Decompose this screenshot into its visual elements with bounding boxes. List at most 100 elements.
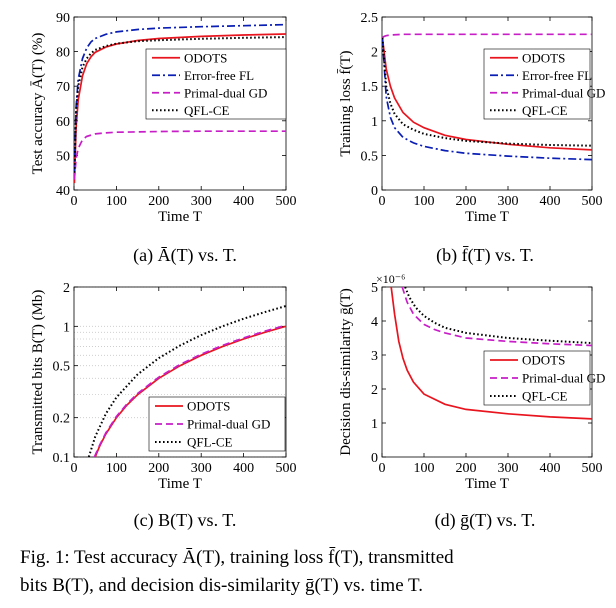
x-tick-label: 0	[71, 194, 78, 209]
legend-box	[483, 48, 591, 120]
legend-label: ODOTS	[184, 50, 227, 65]
legend-label: QFL-CE	[522, 103, 568, 118]
x-axis-label: Time T	[465, 476, 509, 492]
figure-caption-line-2: bits B(T), and decision dis-similarity g…	[20, 575, 423, 596]
series-line-odots	[390, 287, 592, 420]
subcaption-b: (b) f̄(T) vs. T.	[436, 245, 534, 265]
y-axis-label: Transmitted bits B(T) (Mb)	[30, 290, 46, 455]
y-tick-label: 2.5	[361, 11, 379, 26]
subcaption-d: (d) ḡ(T) vs. T.	[434, 510, 536, 530]
x-tick-label: 200	[148, 461, 169, 476]
series-line-qfl-ce	[382, 37, 592, 147]
y-tick-label: 1	[371, 417, 378, 432]
y-tick-label: 1.5	[361, 80, 379, 95]
y-axis-label: Decision dis-similarity ḡ(T)	[338, 288, 354, 455]
y-tick-label: 40	[56, 184, 70, 199]
series-line-error-free-fl	[74, 23, 286, 173]
legend-label: Primal-dual GD	[184, 85, 267, 100]
y-tick-label: 50	[56, 149, 70, 164]
x-tick-label: 300	[498, 461, 519, 476]
series-line-qfl-ce	[404, 287, 592, 345]
x-tick-label: 100	[106, 194, 127, 209]
legend: ODOTS Error-free FL Primal-dual GD QFL-CE	[483, 48, 605, 120]
legend-label: Error-free FL	[522, 68, 592, 83]
y-tick-label: 0	[371, 451, 378, 466]
series-line-error-free-fl	[382, 37, 592, 161]
y-axis-exponent: ×10⁻⁶	[376, 272, 405, 286]
series-line-primal-dual-gd	[74, 130, 286, 180]
x-tick-label: 300	[191, 461, 212, 476]
y-tick-label: 0	[371, 184, 378, 199]
subcaption-a: (a) Ā(T) vs. T.	[133, 245, 237, 265]
subcaption-c: (c) B(T) vs. T.	[133, 510, 237, 530]
x-tick-label: 300	[498, 194, 519, 209]
plot-frame	[73, 286, 287, 458]
legend-label: Primal-dual GD	[522, 371, 605, 386]
y-axis-label: Test accuracy Ā(T) (%)	[30, 33, 46, 175]
legend-label: Error-free FL	[184, 68, 254, 83]
figure-caption-line-1: Fig. 1: Test accuracy Ā(T), training lo…	[20, 547, 454, 568]
y-tick-label: 2	[371, 46, 378, 61]
series-line-qfl-ce	[87, 305, 286, 457]
series-line-odots	[382, 37, 592, 151]
x-tick-label: 400	[540, 461, 561, 476]
legend-label: QFL-CE	[522, 389, 568, 404]
x-tick-label: 100	[414, 461, 435, 476]
series-line-primal-dual-gd	[382, 33, 592, 39]
legend-box	[145, 48, 287, 120]
x-tick-label: 400	[540, 194, 561, 209]
y-tick-label: 80	[56, 46, 70, 61]
legend-label: ODOTS	[522, 353, 565, 368]
y-tick-label: 70	[56, 80, 70, 95]
x-tick-label: 100	[106, 461, 127, 476]
x-tick-label: 300	[191, 194, 212, 209]
x-tick-label: 200	[456, 461, 477, 476]
y-tick-label: 90	[56, 11, 70, 26]
x-tick-label: 0	[71, 461, 78, 476]
legend-label: ODOTS	[522, 50, 565, 65]
y-tick-label: 1	[63, 320, 70, 335]
x-tick-label: 400	[233, 194, 254, 209]
y-axis-label: Training loss f̄(T)	[337, 50, 354, 156]
x-tick-label: 0	[379, 461, 386, 476]
legend-label: QFL-CE	[187, 435, 233, 450]
x-axis-label: Time T	[158, 209, 202, 225]
legend-label: Primal-dual GD	[187, 417, 270, 432]
y-tick-label: 1	[371, 115, 378, 130]
x-tick-label: 0	[379, 194, 386, 209]
x-axis-label: Time T	[465, 209, 509, 225]
legend-label: ODOTS	[187, 399, 230, 414]
x-tick-label: 500	[276, 194, 297, 209]
chart-1: 0 100 200 300 400 500 40 50 60 70 80 90 Time T Test a…	[30, 11, 297, 225]
x-tick-label: 200	[456, 194, 477, 209]
plot-frame	[381, 286, 593, 458]
plot-frame	[381, 16, 593, 191]
chart-4: 0 100 200 300 400 500 0 1 2 3 4 5 Time T Decision dis…	[338, 272, 605, 492]
legend: ODOTS Primal-dual GD QFL-CE	[148, 396, 286, 452]
series-line-qfl-ce	[74, 36, 286, 173]
y-tick-label: 4	[371, 315, 378, 330]
legend: ODOTS Primal-dual GD QFL-CE	[483, 350, 605, 406]
x-axis-label: Time T	[158, 476, 202, 492]
y-tick-label: 0.5	[361, 149, 379, 164]
legend-label: QFL-CE	[184, 103, 230, 118]
x-tick-label: 400	[233, 461, 254, 476]
y-tick-label: 3	[371, 349, 378, 364]
x-tick-label: 500	[582, 194, 603, 209]
series-line-primal-dual-gd	[401, 287, 592, 347]
x-tick-label: 500	[276, 461, 297, 476]
x-tick-label: 200	[148, 194, 169, 209]
chart-3: 0 100 200 300 400 500 0.1 0.2 0.5 1 2 Time T Transmi…	[30, 281, 297, 492]
chart-2: 0 100 200 300 400 500 0 0.5 1 1.5 2 2.5 Time T Traini…	[337, 11, 605, 225]
y-tick-label: 2	[63, 281, 70, 296]
legend: ODOTS Error-free FL Primal-dual GD QFL-CE	[145, 48, 287, 120]
series-line-primal-dual-gd	[93, 324, 286, 457]
x-tick-label: 500	[582, 461, 603, 476]
series-line-odots	[74, 33, 286, 184]
y-tick-label: 0.2	[53, 412, 71, 427]
figure-caption: Fig. 1: Test accuracy Ā(T), training lo…	[20, 544, 610, 600]
legend-label: Primal-dual GD	[522, 85, 605, 100]
x-tick-label: 100	[414, 194, 435, 209]
y-tick-label: 60	[56, 115, 70, 130]
